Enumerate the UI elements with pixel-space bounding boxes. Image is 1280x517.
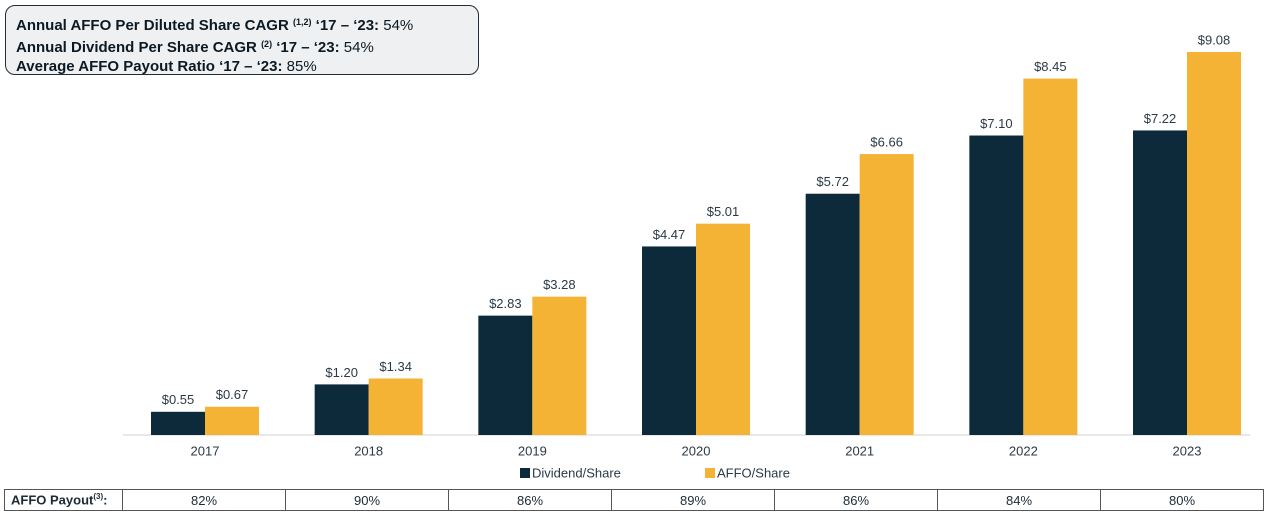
bar — [969, 135, 1024, 435]
value-label: $1.34 — [379, 359, 412, 374]
value-label: $0.55 — [162, 392, 195, 407]
payout-cell: 86% — [774, 489, 938, 511]
x-tick-label: 2018 — [354, 443, 383, 458]
callout-note: (1,2) — [292, 17, 312, 27]
bar — [859, 154, 914, 435]
bar — [368, 378, 423, 435]
value-label: $5.72 — [816, 174, 849, 189]
callout-line: Annual Dividend Per Share CAGR (2) ‘17 –… — [16, 35, 468, 57]
x-tick-label: 2021 — [845, 443, 874, 458]
value-label: $9.08 — [1198, 32, 1231, 47]
payout-note: (3) — [93, 492, 104, 502]
bar — [1187, 52, 1242, 435]
callout-label: Annual AFFO Per Diluted Share CAGR — [16, 17, 289, 34]
callout-note: (2) — [261, 39, 273, 49]
value-label: $8.45 — [1034, 59, 1067, 74]
bar — [1023, 78, 1078, 435]
callout-value: 85% — [286, 58, 317, 75]
value-label: $6.66 — [870, 135, 903, 150]
value-label: $3.28 — [543, 277, 576, 292]
x-tick-label: 2022 — [1009, 443, 1038, 458]
callout-period: ‘17 – ‘23: — [315, 17, 380, 34]
value-label: $2.83 — [489, 296, 522, 311]
callout-label: Annual Dividend Per Share CAGR — [16, 39, 257, 56]
callout-period: ‘17 – ‘23: — [276, 39, 340, 56]
legend-swatch — [520, 468, 530, 478]
value-label: $0.67 — [216, 387, 249, 402]
x-tick-label: 2020 — [682, 443, 711, 458]
callout-value: 54% — [343, 39, 374, 56]
value-label: $1.20 — [325, 365, 358, 380]
bar — [205, 406, 259, 435]
payout-cell: 82% — [122, 489, 286, 511]
legend-label: AFFO/Share — [717, 465, 790, 480]
chart: 2017 $0.55 $0.67 2018 $1.20 $1.34 2019 $2.83 $3.… — [123, 32, 1250, 480]
bar — [696, 223, 751, 435]
callout-label: Average AFFO Payout Ratio — [16, 58, 215, 75]
x-tick-label: 2023 — [1173, 443, 1202, 458]
value-label: $5.01 — [707, 204, 740, 219]
bar — [1133, 130, 1188, 436]
payout-cell: 90% — [285, 489, 449, 511]
value-label: $7.10 — [980, 116, 1013, 131]
payout-cell: 89% — [611, 489, 775, 511]
payout-cell: 80% — [1100, 489, 1264, 511]
callout-box: Annual AFFO Per Diluted Share CAGR (1,2)… — [5, 5, 479, 75]
payout-cell: 84% — [937, 489, 1101, 511]
callout-line: Annual AFFO Per Diluted Share CAGR (1,2)… — [16, 13, 468, 35]
bar — [532, 296, 587, 435]
value-label: $4.47 — [653, 227, 686, 242]
payout-cell: 86% — [448, 489, 612, 511]
bar — [151, 411, 205, 435]
legend-label: Dividend/Share — [532, 465, 621, 480]
value-label: $7.22 — [1144, 111, 1177, 126]
payout-table: AFFO Payout(3): 82% 90% 86% 89% 86% 84% 80% — [4, 489, 1264, 511]
payout-suffix: : — [103, 492, 108, 508]
payout-label: AFFO Payout — [11, 492, 94, 508]
bar — [314, 384, 369, 435]
x-tick-label: 2017 — [191, 443, 220, 458]
callout-line: Average AFFO Payout Ratio ‘17 – ‘23: 85% — [16, 57, 468, 76]
x-tick-label: 2019 — [518, 443, 547, 458]
legend-swatch — [705, 468, 715, 478]
callout-period: ‘17 – ‘23: — [219, 58, 283, 75]
bar — [642, 246, 697, 435]
bar — [478, 315, 533, 435]
payout-row: AFFO Payout(3): 82% 90% 86% 89% 86% 84% 80% — [4, 489, 1264, 511]
bar — [805, 193, 860, 435]
payout-header: AFFO Payout(3): — [4, 489, 123, 511]
callout-value: 54% — [383, 17, 414, 34]
